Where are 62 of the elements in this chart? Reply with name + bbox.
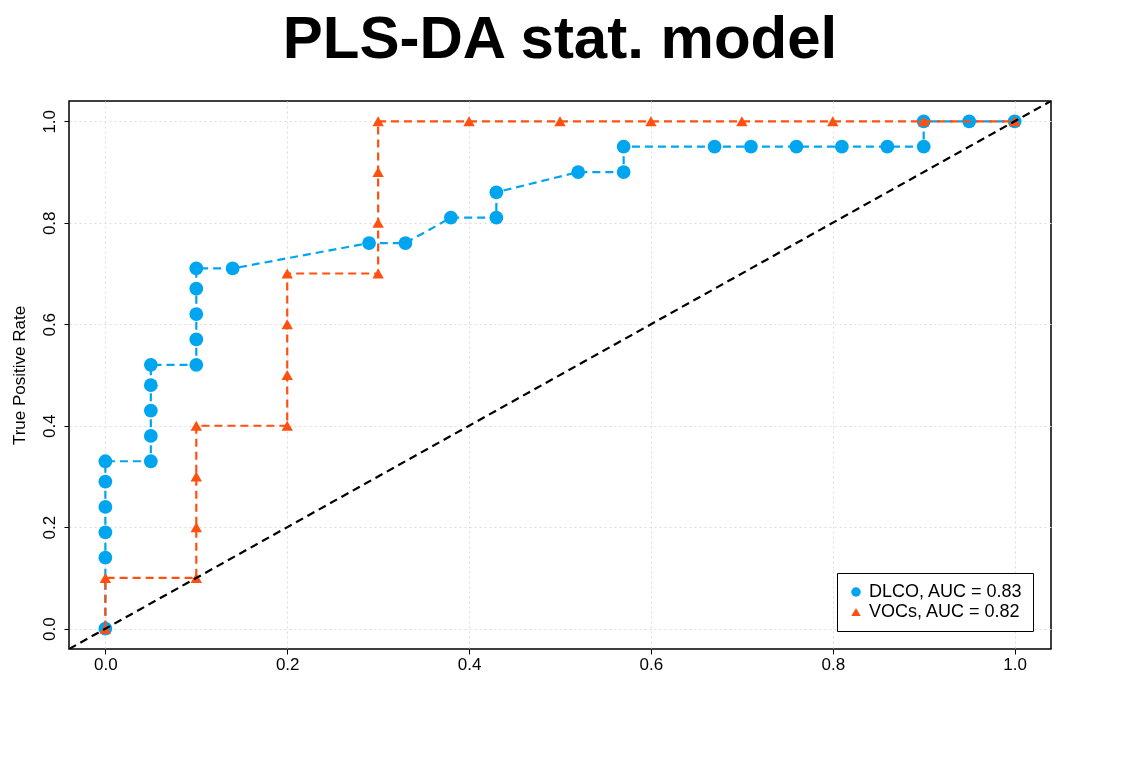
point bbox=[281, 420, 293, 431]
x-tick-label: 0.4 bbox=[457, 654, 482, 674]
point bbox=[463, 116, 475, 127]
point bbox=[744, 139, 758, 154]
point bbox=[398, 236, 413, 250]
point bbox=[143, 403, 158, 418]
point bbox=[190, 420, 202, 431]
legend-label: VOCs, AUC = 0.82 bbox=[869, 601, 1020, 621]
point bbox=[98, 454, 113, 469]
point bbox=[571, 165, 586, 179]
point bbox=[916, 139, 931, 154]
point bbox=[489, 185, 504, 200]
point bbox=[707, 139, 722, 154]
point bbox=[362, 236, 376, 250]
point bbox=[189, 357, 204, 372]
x-tick-label: 0.2 bbox=[275, 654, 300, 674]
legend-label: DLCO, AUC = 0.83 bbox=[869, 581, 1022, 601]
point bbox=[98, 474, 113, 489]
point bbox=[616, 165, 631, 179]
x-tick-label: 0.6 bbox=[639, 654, 664, 674]
point bbox=[225, 261, 240, 276]
point bbox=[190, 522, 202, 533]
point bbox=[789, 139, 804, 154]
point bbox=[489, 210, 504, 225]
point bbox=[189, 281, 204, 296]
point bbox=[143, 378, 158, 393]
point bbox=[372, 268, 384, 279]
y-tick-label: 1.0 bbox=[39, 109, 59, 134]
point bbox=[554, 116, 566, 127]
point bbox=[827, 116, 839, 127]
y-tick-label: 0.6 bbox=[39, 312, 59, 337]
y-tick-label: 0.8 bbox=[39, 211, 59, 236]
x-tick-label: 1.0 bbox=[1003, 654, 1027, 674]
point bbox=[143, 429, 158, 443]
point bbox=[834, 139, 849, 154]
y-tick-label: 0.0 bbox=[39, 617, 59, 642]
y-axis-title: True Positive Rate bbox=[9, 305, 29, 446]
point bbox=[98, 550, 113, 565]
point bbox=[281, 370, 293, 380]
x-tick-label: 0.8 bbox=[821, 654, 846, 674]
point bbox=[736, 116, 748, 127]
point bbox=[372, 217, 384, 228]
point bbox=[880, 139, 895, 154]
x-tick-label: 0.0 bbox=[94, 654, 118, 674]
point bbox=[99, 573, 112, 583]
point bbox=[372, 167, 384, 177]
y-tick-label: 0.2 bbox=[39, 515, 59, 540]
point bbox=[98, 500, 113, 514]
point bbox=[444, 210, 458, 225]
point bbox=[190, 471, 202, 482]
chart-title: PLS-DA stat. model bbox=[282, 4, 838, 71]
point bbox=[645, 116, 657, 127]
point bbox=[98, 525, 113, 540]
point bbox=[372, 116, 384, 127]
point bbox=[143, 357, 158, 372]
y-tick-label: 0.4 bbox=[39, 414, 59, 439]
point bbox=[189, 307, 204, 321]
point bbox=[189, 261, 204, 276]
point bbox=[143, 454, 158, 469]
point bbox=[616, 139, 631, 154]
point bbox=[189, 332, 204, 347]
point bbox=[281, 319, 293, 330]
